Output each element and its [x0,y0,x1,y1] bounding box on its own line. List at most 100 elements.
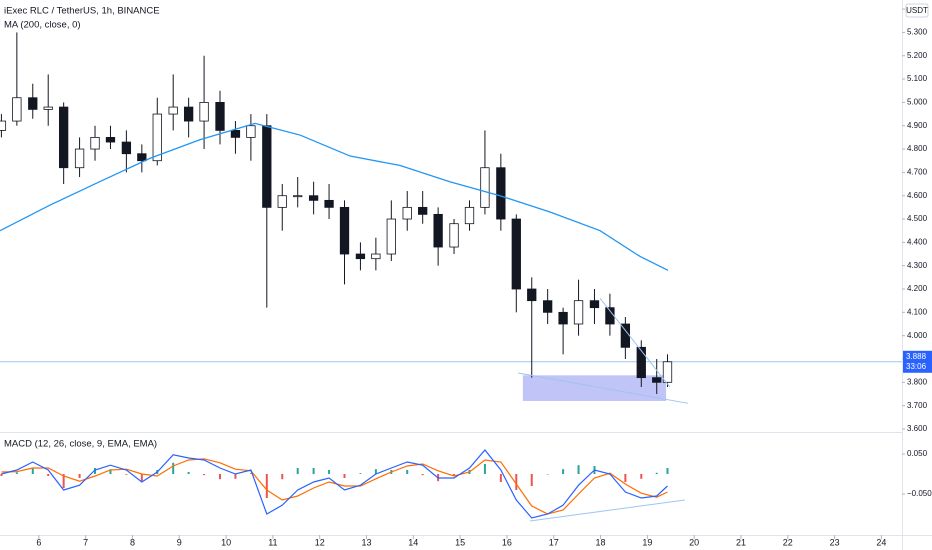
histogram-bar [62,474,65,488]
histogram-bar [265,474,268,498]
histogram-bar [172,462,175,474]
candle-body [527,288,537,302]
candle-body [662,361,673,383]
histogram-bar [140,474,143,482]
currency-label[interactable]: USDT [906,6,928,15]
histogram-bar [47,474,50,476]
candle-body [620,323,631,348]
candle-body [90,136,100,150]
x-tick-label: 15 [455,537,465,547]
histogram-bar [406,470,409,474]
candle-body [59,106,69,169]
x-tick-label: 24 [876,537,886,547]
candle-body [543,300,553,313]
x-tick-label: 23 [830,537,840,547]
candle-body [43,106,53,110]
y-tick-label: 5.100 [907,74,928,83]
y-tick-label: 3.600 [907,424,928,433]
candle-body [28,97,38,110]
histogram-bar [421,474,424,476]
candle-body [371,253,381,260]
histogram-bar [515,474,518,490]
histogram-bar [483,464,486,474]
histogram-bar [125,474,128,475]
x-tick-label: 22 [783,537,793,547]
x-tick-label: 20 [689,537,699,547]
histogram-bar [203,474,206,476]
candle-body [480,167,490,208]
candle-body [433,213,443,248]
histogram-bar [577,465,580,474]
candle-body [121,141,132,155]
histogram-bar [655,472,658,474]
histogram-bar [15,472,18,474]
x-tick-label: 14 [408,537,418,547]
last-price-badge [903,350,932,373]
y-tick-label: 4.900 [907,121,928,130]
candle-body [386,218,396,255]
x-tick-label: 13 [362,537,372,547]
price-zone [522,375,667,401]
x-tick-label: 10 [221,537,231,547]
trendline [518,372,689,404]
candle-body [230,129,241,138]
histogram-bar [94,468,97,474]
currency-badge[interactable] [905,3,929,18]
x-tick-label: 21 [736,537,746,547]
x-tick-label: 6 [36,537,41,547]
histogram-bar [624,474,627,482]
candle-body [293,195,303,198]
symbol-title: iExec RLC / TetherUS, 1h, BINANCE [4,6,160,17]
macd-line [1,449,668,519]
candle-body [152,113,162,162]
indicator-label: MA (200, close, 0) [4,20,81,31]
histogram-bar [530,474,533,486]
histogram-bar [31,468,34,474]
candle-body [105,136,116,143]
histogram-bar [562,469,565,474]
candle-body [0,120,7,131]
histogram-bar [359,473,362,474]
last-price-label: 3.888 [906,352,927,361]
histogram-bar [0,474,3,476]
histogram-bar [296,468,299,474]
x-tick-label: 12 [315,537,325,547]
y-tick-label: 5.000 [907,98,928,107]
candle-body [324,199,334,208]
histogram-bar [249,473,252,474]
trendline [529,499,685,522]
candle-body [558,311,568,325]
histogram-bar [374,469,377,474]
y-tick-label: 4.300 [907,261,928,270]
y-tick-label: 4.400 [907,237,928,246]
plot-layer: 6 7 8 9 10 11 12 13 14 15 16 17 18 19 20 21 22 23 24 3.600 3… [0,4,932,547]
histogram-bar [78,474,81,478]
y-tick-label: 3.700 [907,401,928,410]
candle-body [496,167,506,220]
y-tick-label: 5.200 [907,51,928,60]
candle-body [339,206,350,255]
y-tick-label: 4.100 [907,307,928,316]
histogram-bar [187,472,190,474]
candle-body [168,106,178,115]
histogram-bar [234,474,237,479]
candle-body [573,300,584,325]
x-tick-label: 8 [130,537,135,547]
histogram-bar [219,474,221,480]
histogram-bar [312,468,315,474]
candle-body [402,206,412,220]
x-tick-label: 19 [642,537,652,547]
candle-body [355,253,366,260]
histogram-bar [281,474,284,480]
y-tick-label: 0.050 [907,449,928,458]
y-tick-label: 4.200 [907,284,928,293]
candle-body [511,218,521,290]
candle-body [464,206,475,225]
histogram-bar [666,468,669,474]
moving-average-line [0,122,669,271]
trendline [599,298,671,388]
x-tick-label: 7 [83,537,88,547]
candle-body [262,125,272,208]
